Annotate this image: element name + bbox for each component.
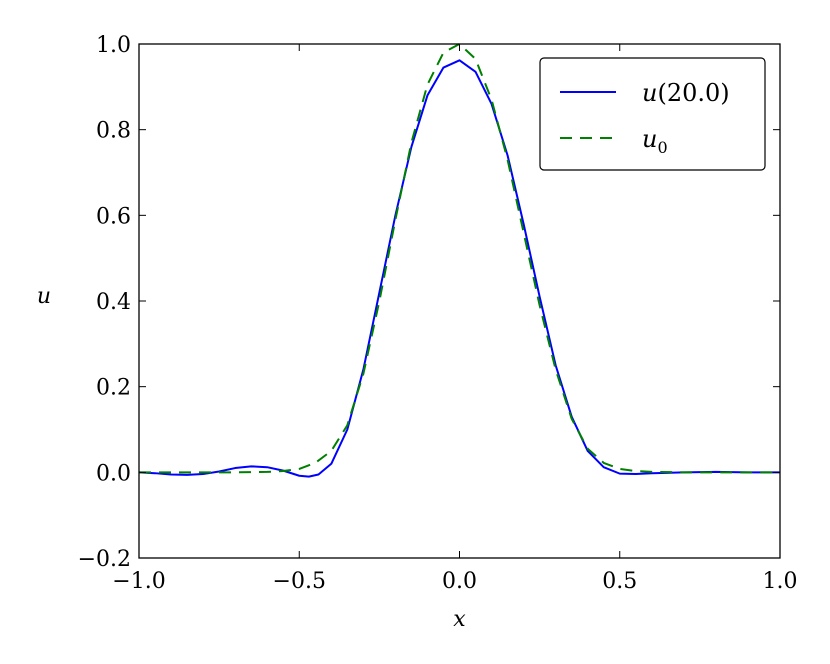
x-tick-label: 0.5	[602, 569, 637, 594]
y-tick-label: 0.8	[96, 119, 131, 144]
x-tick-label: 1.0	[763, 569, 798, 594]
x-tick-label: 0.0	[442, 569, 477, 594]
legend-label-u-20: u(20.0)	[642, 79, 730, 107]
y-tick-label: −0.2	[78, 547, 131, 572]
x-tick-label: −1.0	[112, 569, 165, 594]
y-axis-label: u	[37, 284, 51, 309]
x-tick-label: −0.5	[273, 569, 326, 594]
y-tick-label: 0.6	[96, 204, 131, 229]
legend-box	[539, 57, 766, 171]
series-line-u0	[139, 43, 780, 474]
legend-label-u0-sub: 0	[657, 138, 667, 157]
legend-label-u0-main: u	[642, 125, 657, 153]
y-tick-label: 0.0	[96, 461, 131, 486]
series-layer	[138, 43, 780, 478]
y-tick-label: 0.4	[96, 290, 131, 315]
x-axis-label: x	[453, 607, 466, 632]
legend: u(20.0) u0	[539, 57, 766, 171]
series-line-u-20	[138, 59, 780, 478]
ticks-layer: −1.0 −0.5 0.0 0.5 1.0 −0.2 0.0 0.2 0.4 0.6 0.8 1.0	[78, 33, 798, 594]
y-tick-label: 0.2	[96, 376, 131, 401]
legend-label-u0: u0	[642, 125, 668, 157]
legend-label-u-20-main: u	[642, 79, 657, 107]
y-tick-label: 1.0	[96, 33, 131, 58]
legend-label-u-20-arg: (20.0)	[657, 79, 729, 107]
